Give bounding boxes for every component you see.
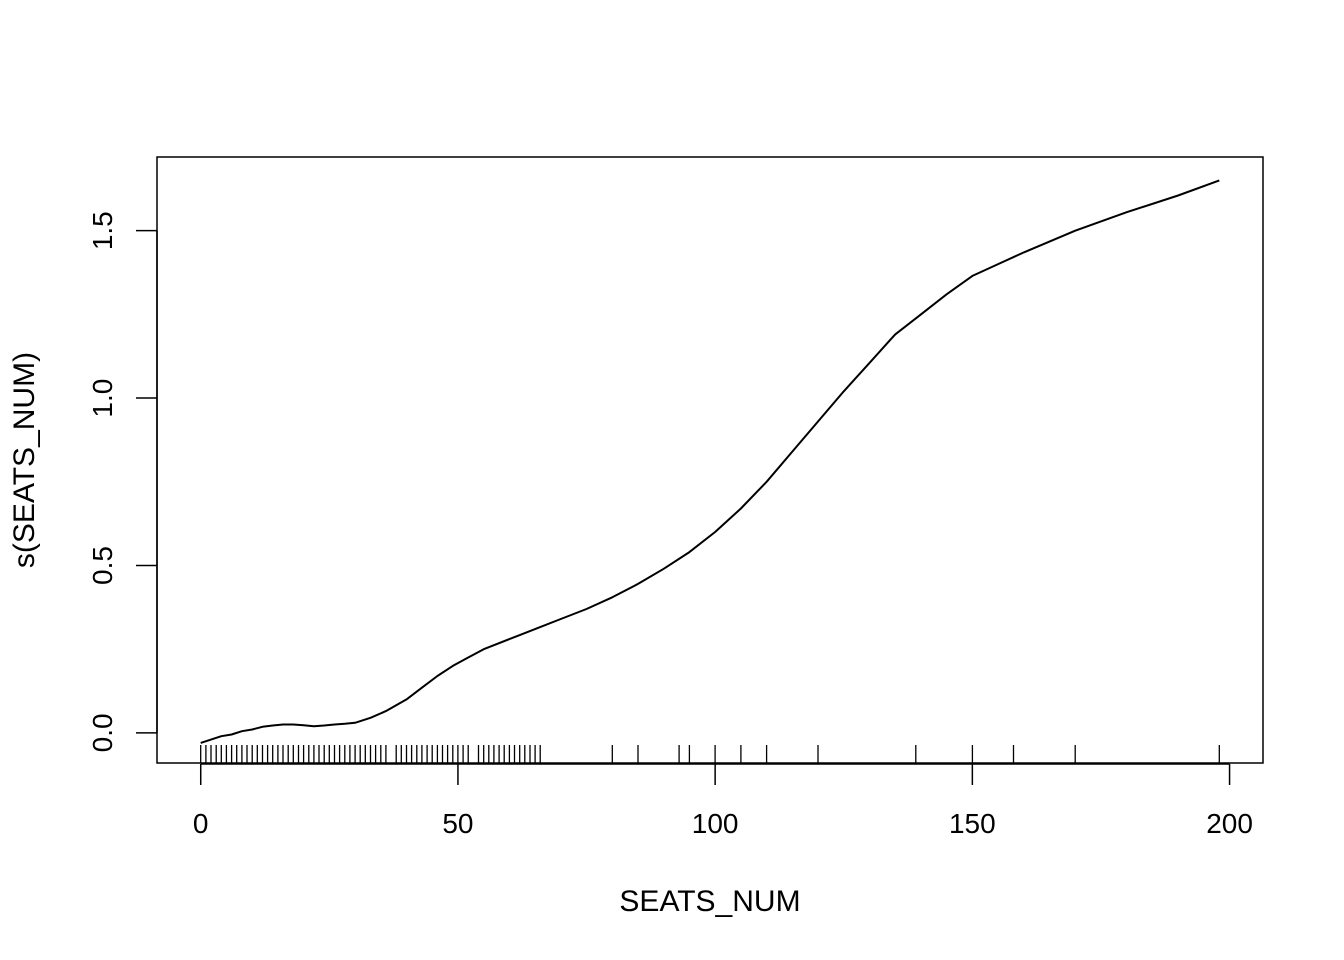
series-line-0 — [200, 179, 1220, 744]
x-axis: 0 50 100 150 200 — [193, 763, 1253, 839]
y-tick-label: 1.0 — [87, 379, 118, 418]
x-tick-label: 0 — [193, 808, 209, 839]
x-tick-label: 50 — [442, 808, 473, 839]
y-tick-label: 0.5 — [87, 546, 118, 585]
y-tick-label: 0.0 — [87, 713, 118, 752]
x-axis-label: SEATS_NUM — [619, 885, 800, 918]
y-axis: 0.0 0.5 1.0 1.5 — [87, 211, 158, 752]
series-group — [200, 179, 1220, 744]
rug-marks — [200, 745, 1220, 763]
x-tick-label: 100 — [692, 808, 739, 839]
x-tick-label: 200 — [1206, 808, 1253, 839]
x-tick-label: 150 — [949, 808, 996, 839]
y-tick-label: 1.5 — [87, 211, 118, 250]
y-axis-label: s(SEATS_NUM) — [8, 352, 41, 568]
